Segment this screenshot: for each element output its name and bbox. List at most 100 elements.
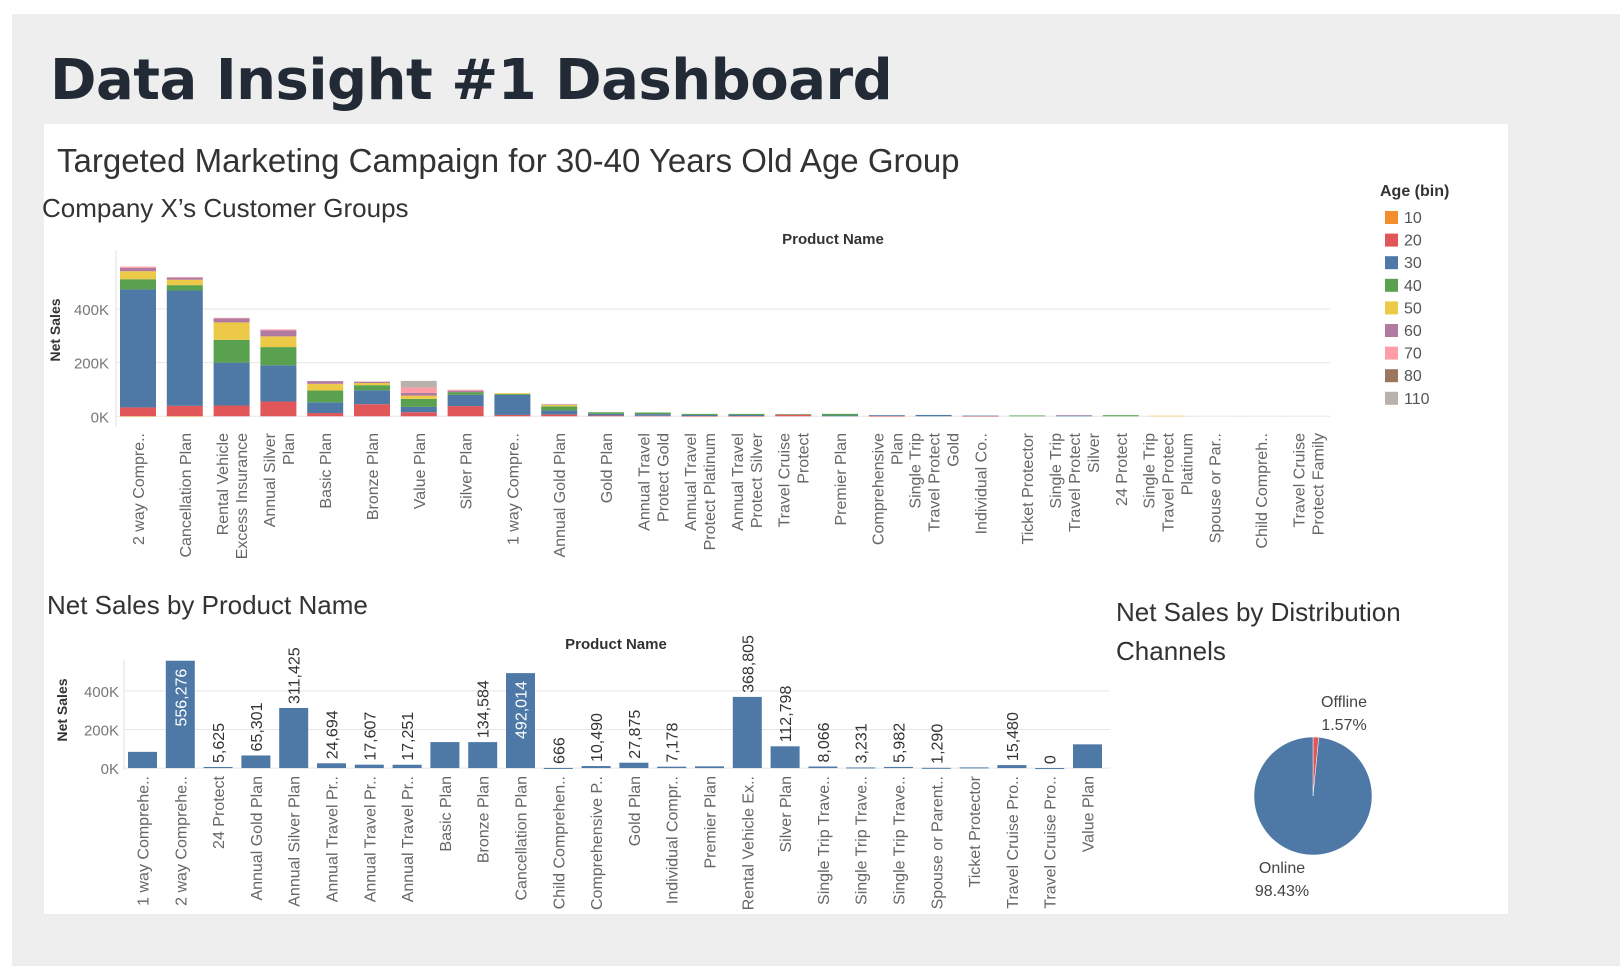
chart2-bar [846,767,876,769]
chart1-bar-segment [681,414,718,417]
chart1-bar-segment [120,289,156,408]
legend-swatch [1385,324,1398,337]
chart1-x-tick-label: Protect [796,432,813,483]
chart1-bar-segment [400,387,437,393]
chart1-bar-segment [634,414,671,416]
chart1-x-tick-label: Protect Platinum [702,433,719,550]
chart1-x-tick-label: Annual Travel [683,433,700,531]
chart2-x-tick-label: Single Trip Trave.. [854,776,871,905]
chart1-bar-segment [962,416,999,417]
chart2-x-tick-label: Annual Silver Plan [287,776,304,907]
chart1-bar-segment [447,389,484,391]
chart1-x-tick-label: Plan [889,433,906,465]
chart1-x-tick-label: Protect Family [1311,433,1328,535]
chart2-y-tick-label: 400K [84,684,119,701]
chart1-bar-segment [307,413,344,417]
chart1-x-tick-label: Spouse or Par.. [1207,433,1224,543]
chart1-bar-segment [354,404,390,417]
chart1-y-tick-label: 200K [74,356,109,373]
chart2-y-title: Net Sales [54,678,70,741]
chart1-bar-segment [1056,415,1092,416]
chart1-bar-segment [541,404,578,405]
chart1-bar-segment [775,414,812,417]
chart1-x-tick-label: Travel Cruise [777,433,794,528]
chart2-bar [808,766,838,769]
chart1-x-tick-label: Travel Cruise [1292,433,1309,528]
chart1-bar-segment [1149,415,1186,417]
chart1-bar-segment [681,413,718,415]
chart2-value-label: 556,276 [173,669,190,727]
chart2-value-label: 27,875 [627,710,644,759]
chart1-bar-segment [166,277,203,278]
chart1-bar-segment [447,394,484,407]
chart2-bar [884,766,913,769]
chart1-bar-segment [354,385,390,391]
chart1-bar-segment [494,393,531,395]
chart2-value-label: 15,480 [1005,712,1022,761]
chart2-bar [317,763,346,769]
chart2-value-label: 666 [551,737,568,764]
chart1-bar-segment [1056,415,1092,417]
chart1-bar-segment [822,413,858,416]
chart2-x-tick-label: Comprehensive P.. [589,776,606,910]
chart2-value-label: 492,014 [514,681,531,739]
chart1-x-tick-label: 1 way Compre.. [505,433,522,545]
chart2-bar [543,767,573,769]
chart1-legend-title: Age (bin) [1380,183,1449,200]
chart1-bar-segment [1290,415,1326,417]
chart2-value-label: 65,301 [249,702,266,751]
chart2-bar [695,766,724,769]
legend-swatch [1385,346,1398,360]
chart2-x-tick-label: Annual Gold Plan [249,776,266,901]
chart1-x-tick-label: Cancellation Plan [178,433,195,558]
chart2-bar [770,746,800,769]
legend-label: 70 [1404,346,1422,363]
legend-label: 60 [1404,323,1422,340]
chart1-bar-segment [1009,415,1046,417]
chart1-bar-segment [775,414,812,415]
chart2-bar [1073,744,1102,769]
chart1-x-tick-label: Bronze Plan [365,433,382,520]
chart2-x-tick-label: Bronze Plan [476,776,493,863]
chart1-x-title: Product Name [782,231,884,248]
legend-swatch [1385,391,1398,405]
chart1-bar-segment [588,413,624,416]
chart1-x-tick-label: Excess Insurance [234,433,251,559]
chart1-bar-segment [213,317,250,319]
legend-label: 50 [1404,300,1422,317]
chart1-x-tick-label: Rental Vehicle [215,433,232,535]
chart2-value-label: 10,490 [589,713,606,762]
chart1-bar-segment [588,415,624,417]
chart2-value-label: 5,625 [211,723,228,763]
chart1-bar-segment [1102,415,1139,417]
chart1-bar-segment [166,416,203,417]
chart2-y-tick-label: 200K [84,722,119,739]
chart1-x-tick-label: Value Plan [412,433,429,509]
chart1-bar-segment [166,405,203,417]
chart1-x-tick-label: Silver Plan [459,433,476,509]
chart1-x-tick-label: Plan [281,433,298,465]
pie-label-online: Online [1259,860,1305,877]
legend-label: 30 [1404,255,1422,272]
chart2-bar [1035,768,1065,770]
chart1-bar-segment [400,392,437,396]
chart1-x-tick-label: Single Trip [1142,433,1159,509]
chart2-bar [279,707,309,769]
chart1-bar-segment [260,336,297,348]
chart1-x-tick-label: Gold Plan [599,433,616,503]
chart1-x-tick-label: Gold [946,433,963,467]
page-title: Data Insight #1 Dashboard [50,48,893,113]
chart2-bar [657,766,687,769]
chart1-bar-segment [634,415,671,417]
chart2-x-tick-label: Ticket Protector [967,775,984,887]
chart1-x-tick-label: Annual Silver [262,432,279,527]
chart1-bar-segment [588,412,624,414]
chart1-bar-segment [213,318,250,323]
chart2-value-label: 368,805 [740,635,757,693]
chart2-x-tick-label: Silver Plan [778,776,795,852]
chart2-x-tick-label: Basic Plan [438,776,455,852]
chart2-bar [392,764,422,769]
chart1-x-tick-label: Basic Plan [318,433,335,509]
chart2-bar [203,766,233,769]
